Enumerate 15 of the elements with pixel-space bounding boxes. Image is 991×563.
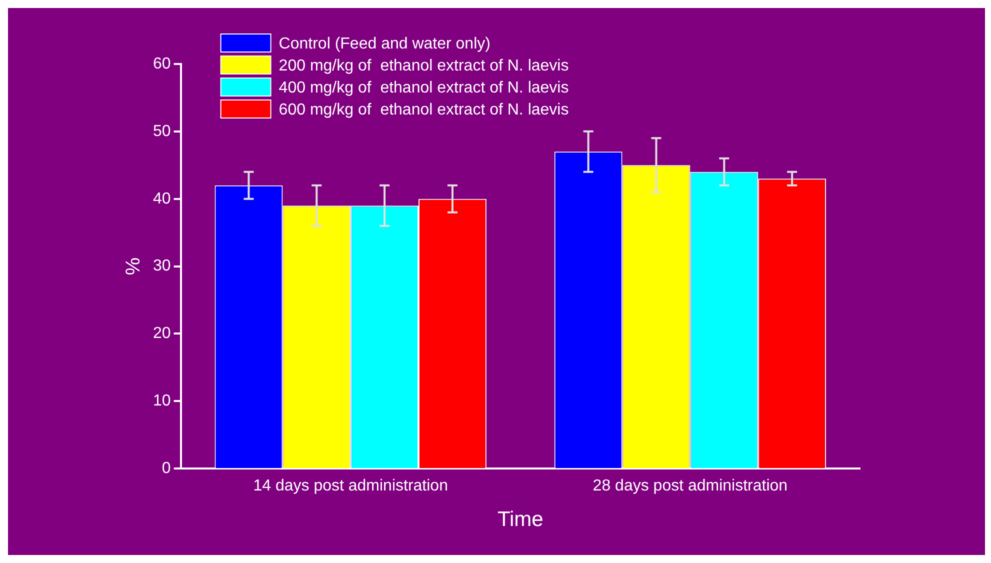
legend-label: 600 mg/kg of ethanol extract of N. laevis: [278, 101, 569, 118]
y-tick-label: 0: [162, 460, 171, 478]
legend-label: 200 mg/kg of ethanol extract of N. laevis: [278, 57, 569, 74]
y-tick-label: 30: [153, 258, 171, 275]
y-tick-label: 10: [153, 392, 171, 410]
y-tick-label: 40: [153, 190, 171, 208]
y-tick-label: 60: [153, 55, 171, 72]
y-tick-label: 50: [153, 122, 171, 140]
y-axis-title: %: [122, 257, 145, 276]
legend-label: Control (Feed and water only): [278, 35, 490, 52]
x-axis-title: Time: [497, 508, 544, 532]
x-tick-label: 28 days post administration: [592, 478, 788, 495]
legend-label: 400 mg/kg of ethanol extract of N. laevis: [278, 79, 569, 96]
x-tick-label: 14 days post administration: [253, 478, 448, 495]
y-tick-label: 20: [153, 325, 171, 342]
